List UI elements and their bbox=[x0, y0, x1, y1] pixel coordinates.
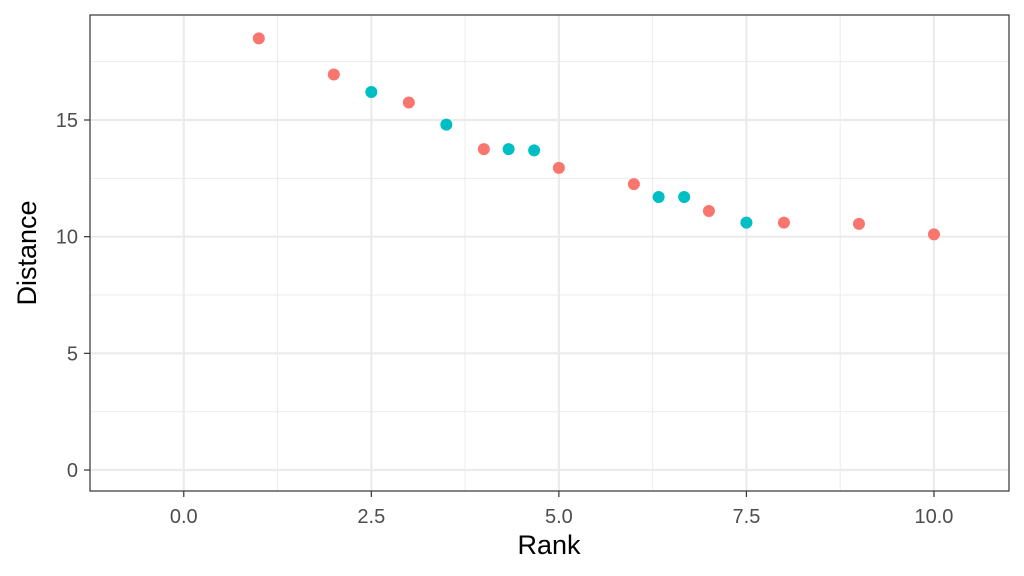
data-point bbox=[252, 32, 265, 45]
data-point bbox=[702, 205, 715, 217]
plot-panel bbox=[90, 15, 1009, 491]
data-point bbox=[528, 144, 541, 157]
data-points bbox=[252, 32, 940, 241]
y-axis-ticks: 0 5 10 15 bbox=[56, 110, 90, 482]
y-tick-label: 0 bbox=[67, 460, 78, 482]
data-point bbox=[365, 86, 378, 98]
data-point bbox=[740, 216, 753, 229]
data-point bbox=[652, 191, 665, 203]
data-point bbox=[440, 118, 453, 131]
x-tick-label: 2.5 bbox=[357, 506, 385, 528]
data-point bbox=[552, 161, 565, 174]
data-point bbox=[477, 143, 490, 156]
y-axis-title: Distance bbox=[12, 200, 42, 305]
data-point bbox=[627, 178, 640, 191]
y-tick-label: 5 bbox=[67, 343, 78, 365]
panel-border bbox=[89, 14, 1010, 492]
minor-gridlines bbox=[90, 15, 1009, 491]
data-point bbox=[777, 216, 790, 229]
x-tick-label: 0.0 bbox=[170, 506, 198, 528]
x-tick-label: 7.5 bbox=[733, 506, 761, 528]
x-tick-label: 5.0 bbox=[545, 506, 573, 528]
data-point bbox=[678, 191, 691, 203]
data-point bbox=[327, 68, 340, 81]
y-tick-label: 10 bbox=[56, 227, 78, 249]
data-point bbox=[402, 96, 415, 109]
data-point bbox=[927, 228, 940, 241]
x-axis-ticks: 0.0 2.5 5.0 7.5 10.0 bbox=[170, 491, 954, 528]
x-axis-title: Rank bbox=[517, 530, 581, 560]
x-tick-label: 10.0 bbox=[915, 506, 954, 528]
data-point bbox=[502, 143, 515, 156]
y-tick-label: 15 bbox=[56, 110, 78, 132]
major-gridlines bbox=[90, 15, 1009, 491]
data-point bbox=[852, 217, 865, 230]
